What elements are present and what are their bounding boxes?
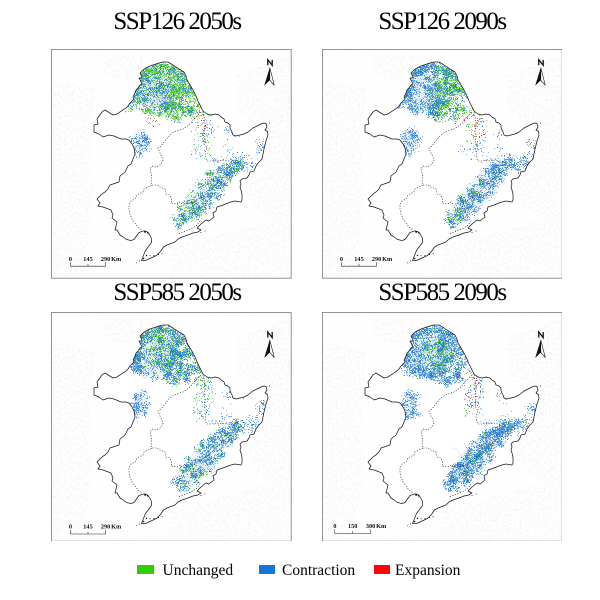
- svg-text:145: 145: [83, 256, 92, 263]
- svg-text:Km: Km: [111, 523, 122, 530]
- svg-text:0: 0: [69, 523, 72, 530]
- svg-text:Km: Km: [382, 257, 393, 264]
- svg-text:0: 0: [69, 256, 72, 263]
- svg-text:145: 145: [84, 523, 93, 530]
- svg-text:0: 0: [333, 523, 336, 530]
- svg-text:290: 290: [101, 256, 110, 263]
- svg-text:290: 290: [372, 257, 381, 264]
- svg-text:Km: Km: [376, 523, 387, 530]
- svg-text:0: 0: [340, 257, 343, 264]
- svg-text:145: 145: [354, 257, 363, 264]
- svg-text:150: 150: [348, 523, 357, 530]
- svg-text:290: 290: [101, 523, 110, 530]
- svg-text:300: 300: [366, 523, 375, 530]
- svg-text:Km: Km: [111, 256, 122, 263]
